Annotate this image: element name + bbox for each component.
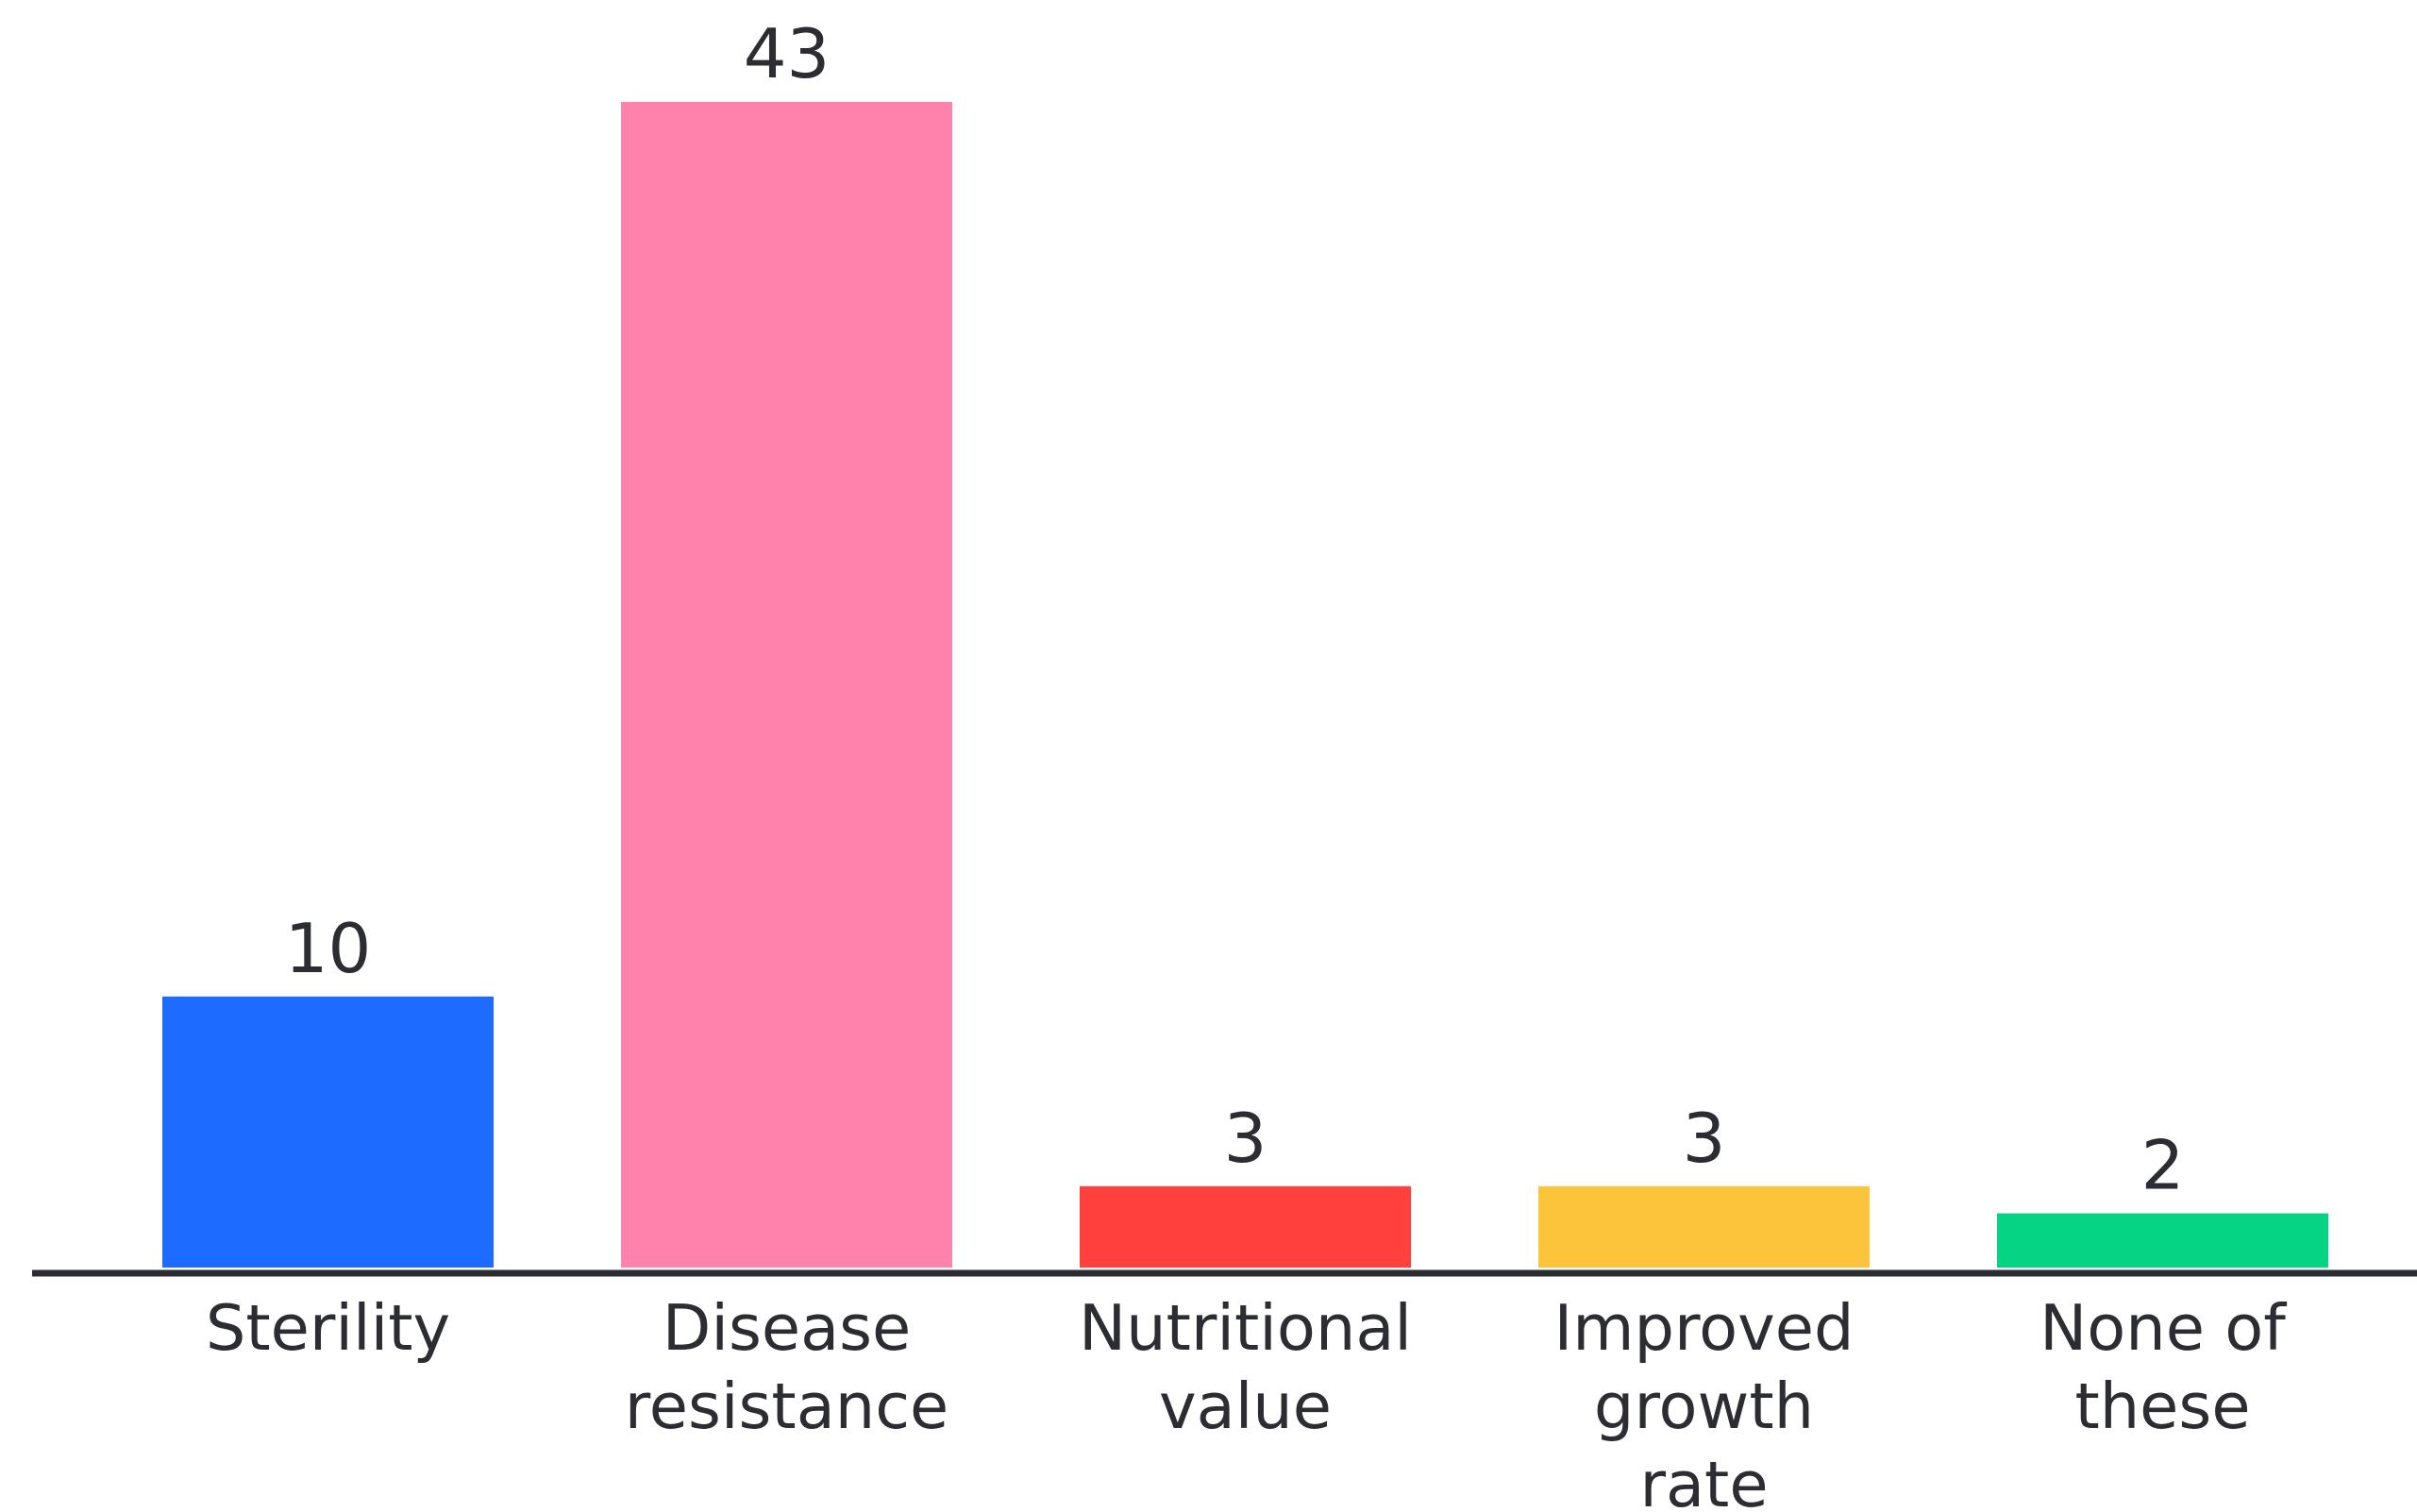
category-label-3-line-0: Improved bbox=[1553, 1291, 1854, 1365]
bar-1 bbox=[621, 102, 952, 1268]
value-label-4: 2 bbox=[2141, 1126, 2185, 1205]
category-label-4: None of these bbox=[2039, 1291, 2287, 1443]
value-label-1: 43 bbox=[744, 14, 831, 93]
value-label-2: 3 bbox=[1224, 1099, 1267, 1178]
category-label-3-line-1: growth bbox=[1594, 1369, 1814, 1443]
bar-2 bbox=[1080, 1185, 1411, 1268]
bar-4 bbox=[1997, 1213, 2328, 1268]
category-label-2-line-1: value bbox=[1159, 1369, 1332, 1443]
bars-layer bbox=[162, 102, 2328, 1268]
category-label-4-line-0: None of bbox=[2039, 1291, 2287, 1365]
category-label-1-line-1: resistance bbox=[625, 1369, 949, 1443]
value-labels-layer: 10 43 3 3 2 bbox=[285, 14, 2185, 1205]
category-label-4-line-1: these bbox=[2074, 1369, 2250, 1443]
bar-0 bbox=[162, 996, 494, 1268]
category-label-2: Nutritional value bbox=[1079, 1291, 1412, 1443]
category-label-2-line-0: Nutritional bbox=[1079, 1291, 1412, 1365]
category-label-3: Improved growth rate bbox=[1553, 1291, 1854, 1512]
category-label-1-line-0: Disease bbox=[663, 1291, 912, 1365]
category-label-1: Disease resistance bbox=[625, 1291, 949, 1443]
value-label-0: 10 bbox=[285, 909, 372, 988]
category-label-0: Sterility bbox=[206, 1291, 450, 1365]
category-labels-layer: Sterility Disease resistance Nutritional val… bbox=[206, 1291, 2287, 1512]
category-label-0-line-0: Sterility bbox=[206, 1291, 450, 1365]
value-label-3: 3 bbox=[1683, 1099, 1726, 1178]
bar-3 bbox=[1538, 1185, 1870, 1268]
category-label-3-line-2: rate bbox=[1639, 1448, 1768, 1512]
